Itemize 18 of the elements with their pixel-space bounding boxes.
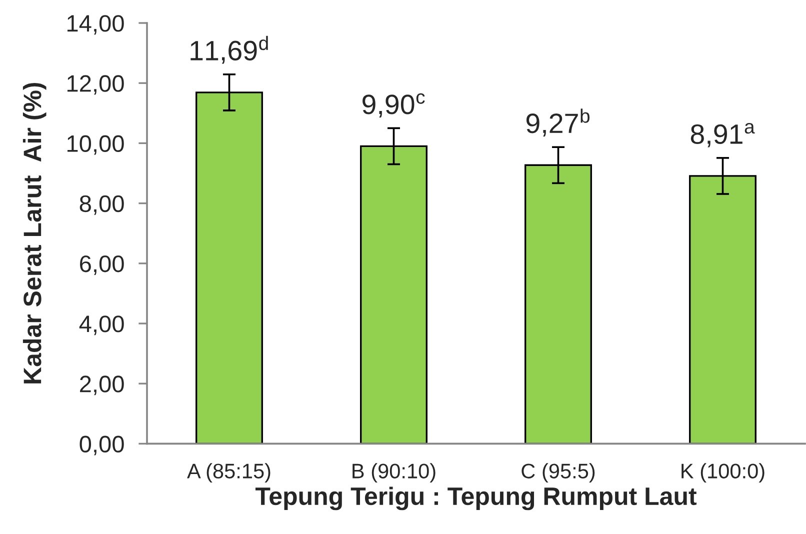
y-tick-label: 10,00 — [68, 135, 124, 155]
y-tick-label: 8,00 — [80, 195, 124, 215]
y-tick-label: 0,00 — [80, 436, 124, 456]
y-tick-label: 14,00 — [68, 15, 124, 35]
x-tick-label: B (90:10) — [352, 463, 436, 483]
data-label: 9,90$^{c}$ — [362, 93, 425, 118]
y-tick-label: 12,00 — [68, 75, 124, 95]
x-axis-title: Tepung Terigu : Tepung Rumput Laut — [255, 486, 697, 510]
data-label: 9,27$^{b}$ — [526, 108, 590, 136]
x-tick-label: C (95:5) — [522, 463, 595, 483]
x-tick-label: K (100:0) — [682, 463, 764, 483]
y-axis-title: Kadar Serat Larut Air (%) — [22, 82, 46, 384]
x-tick-label: A (85:15) — [187, 463, 270, 483]
y-tick-label: 2,00 — [80, 376, 124, 396]
data-label: 11,69$^{d}$ — [190, 36, 268, 64]
y-tick-label: 4,00 — [79, 316, 124, 336]
data-label: 8,91$^{a}$ — [690, 122, 755, 148]
y-tick-label: 6,00 — [80, 255, 124, 275]
